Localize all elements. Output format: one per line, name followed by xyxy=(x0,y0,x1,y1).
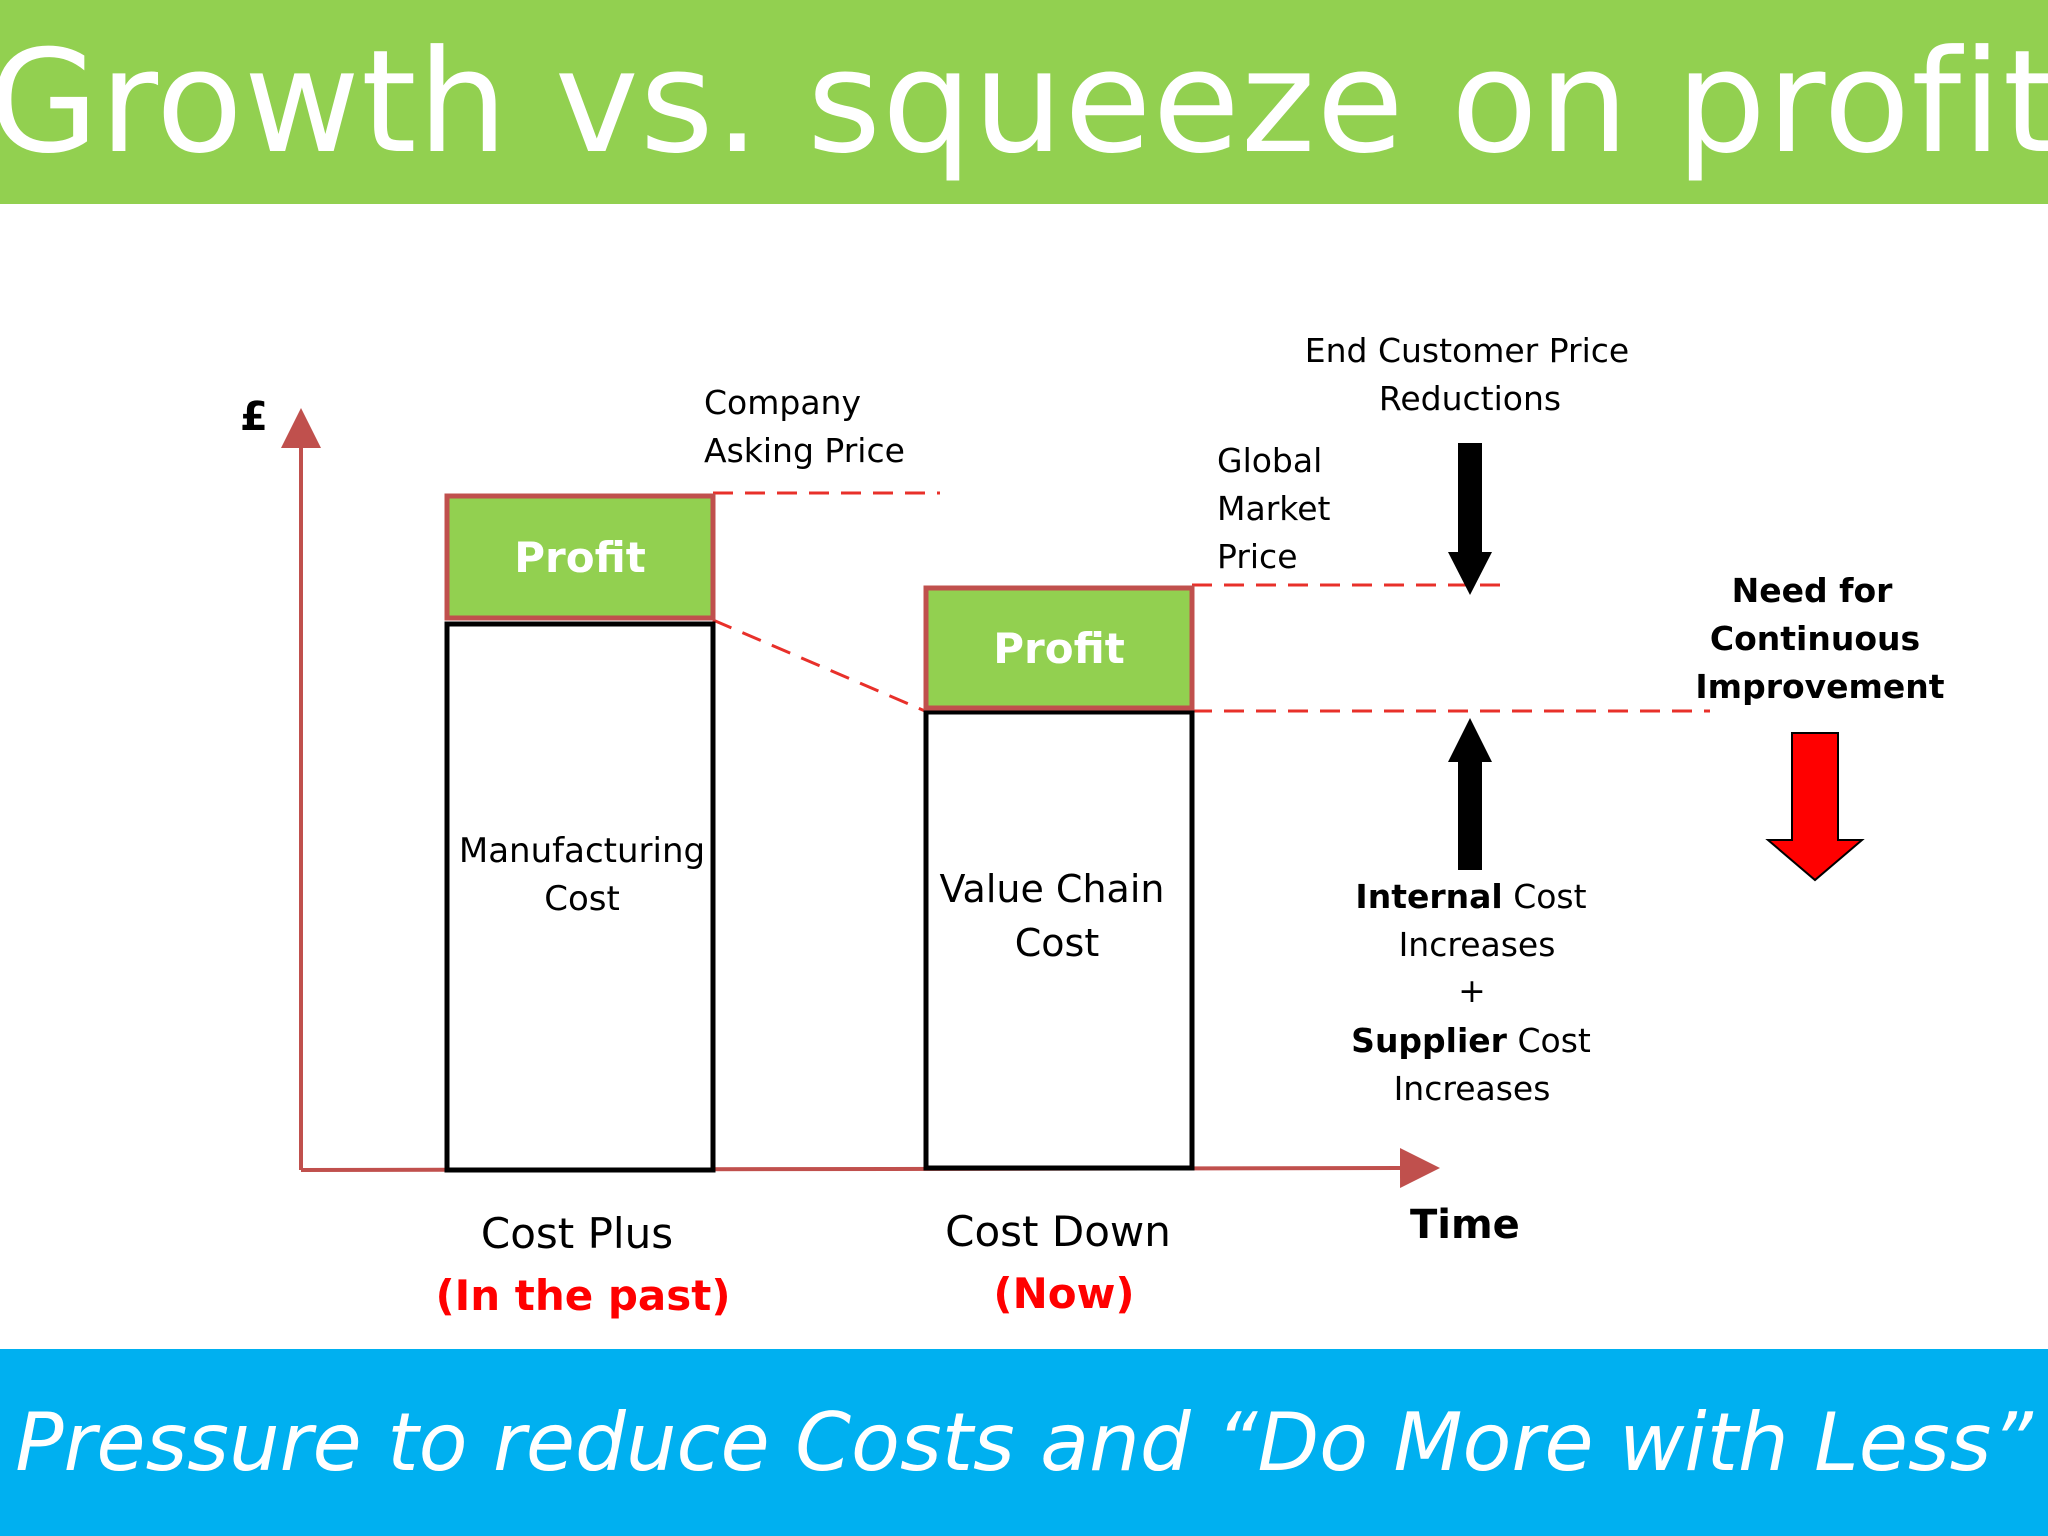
cost-pressure-up-arrow xyxy=(1448,718,1492,870)
price-pressure-down-arrow xyxy=(1448,443,1492,595)
increases-label-1: Increases xyxy=(1399,925,1556,964)
end-customer-label-2: Reductions xyxy=(1379,379,1561,418)
internal-cost-label: Internal Cost xyxy=(1355,877,1586,916)
bar-cost-down-name: Cost Down xyxy=(945,1207,1171,1256)
footer-tagline: Pressure to reduce Costs and “Do More wi… xyxy=(15,1396,2033,1489)
market-price-label-2: Market xyxy=(1217,489,1330,528)
supplier-rest: Cost xyxy=(1507,1021,1591,1060)
bar-cost-plus-cost xyxy=(444,621,716,1173)
improvement-label-1: Need for xyxy=(1732,571,1894,610)
internal-rest: Cost xyxy=(1503,877,1587,916)
increases-label-2: Increases xyxy=(1394,1069,1551,1108)
asking-price-label-2: Asking Price xyxy=(704,431,905,470)
asking-price-label-1: Company xyxy=(704,383,861,422)
bar-cost-down-profit-label: Profit xyxy=(993,624,1125,673)
footer-bar: Pressure to reduce Costs and “Do More wi… xyxy=(0,1349,2048,1536)
end-customer-label-1: End Customer Price xyxy=(1305,331,1630,370)
x-axis-label: Time xyxy=(1410,1202,1520,1248)
bar-cost-plus-period: (In the past) xyxy=(435,1271,730,1320)
improvement-down-arrow xyxy=(1765,732,1865,882)
title-bar: Growth vs. squeeze on profit xyxy=(0,0,2048,204)
bar-cost-down-profit xyxy=(923,585,1195,711)
supplier-cost-label: Supplier Cost xyxy=(1351,1021,1591,1060)
bar-cost-down-cost-label-1: Value Chain xyxy=(940,867,1165,911)
bar-cost-down-cost-label-2: Cost xyxy=(1015,921,1099,965)
page-title: Growth vs. squeeze on profit xyxy=(0,19,2048,185)
improvement-label-3: Improvement xyxy=(1695,667,1944,706)
bar-cost-plus-name: Cost Plus xyxy=(481,1209,673,1258)
market-price-label-1: Global xyxy=(1217,441,1322,480)
supplier-bold: Supplier xyxy=(1351,1021,1508,1060)
plus-label: + xyxy=(1458,971,1486,1010)
bar-cost-plus-profit-label: Profit xyxy=(514,533,646,582)
internal-bold: Internal xyxy=(1355,877,1502,916)
market-price-label-3: Price xyxy=(1217,537,1298,576)
bar-cost-plus-cost-label-1: Manufacturing xyxy=(459,831,705,871)
y-axis-symbol: £ xyxy=(240,394,268,440)
bar-cost-plus-cost-label-2: Cost xyxy=(544,879,620,919)
improvement-label-2: Continuous xyxy=(1710,619,1920,658)
bar-cost-down-cost xyxy=(923,709,1195,1171)
profit-squeeze-line xyxy=(712,618,926,713)
bar-cost-plus-profit xyxy=(444,493,716,621)
bar-cost-down-period: (Now) xyxy=(993,1269,1134,1318)
